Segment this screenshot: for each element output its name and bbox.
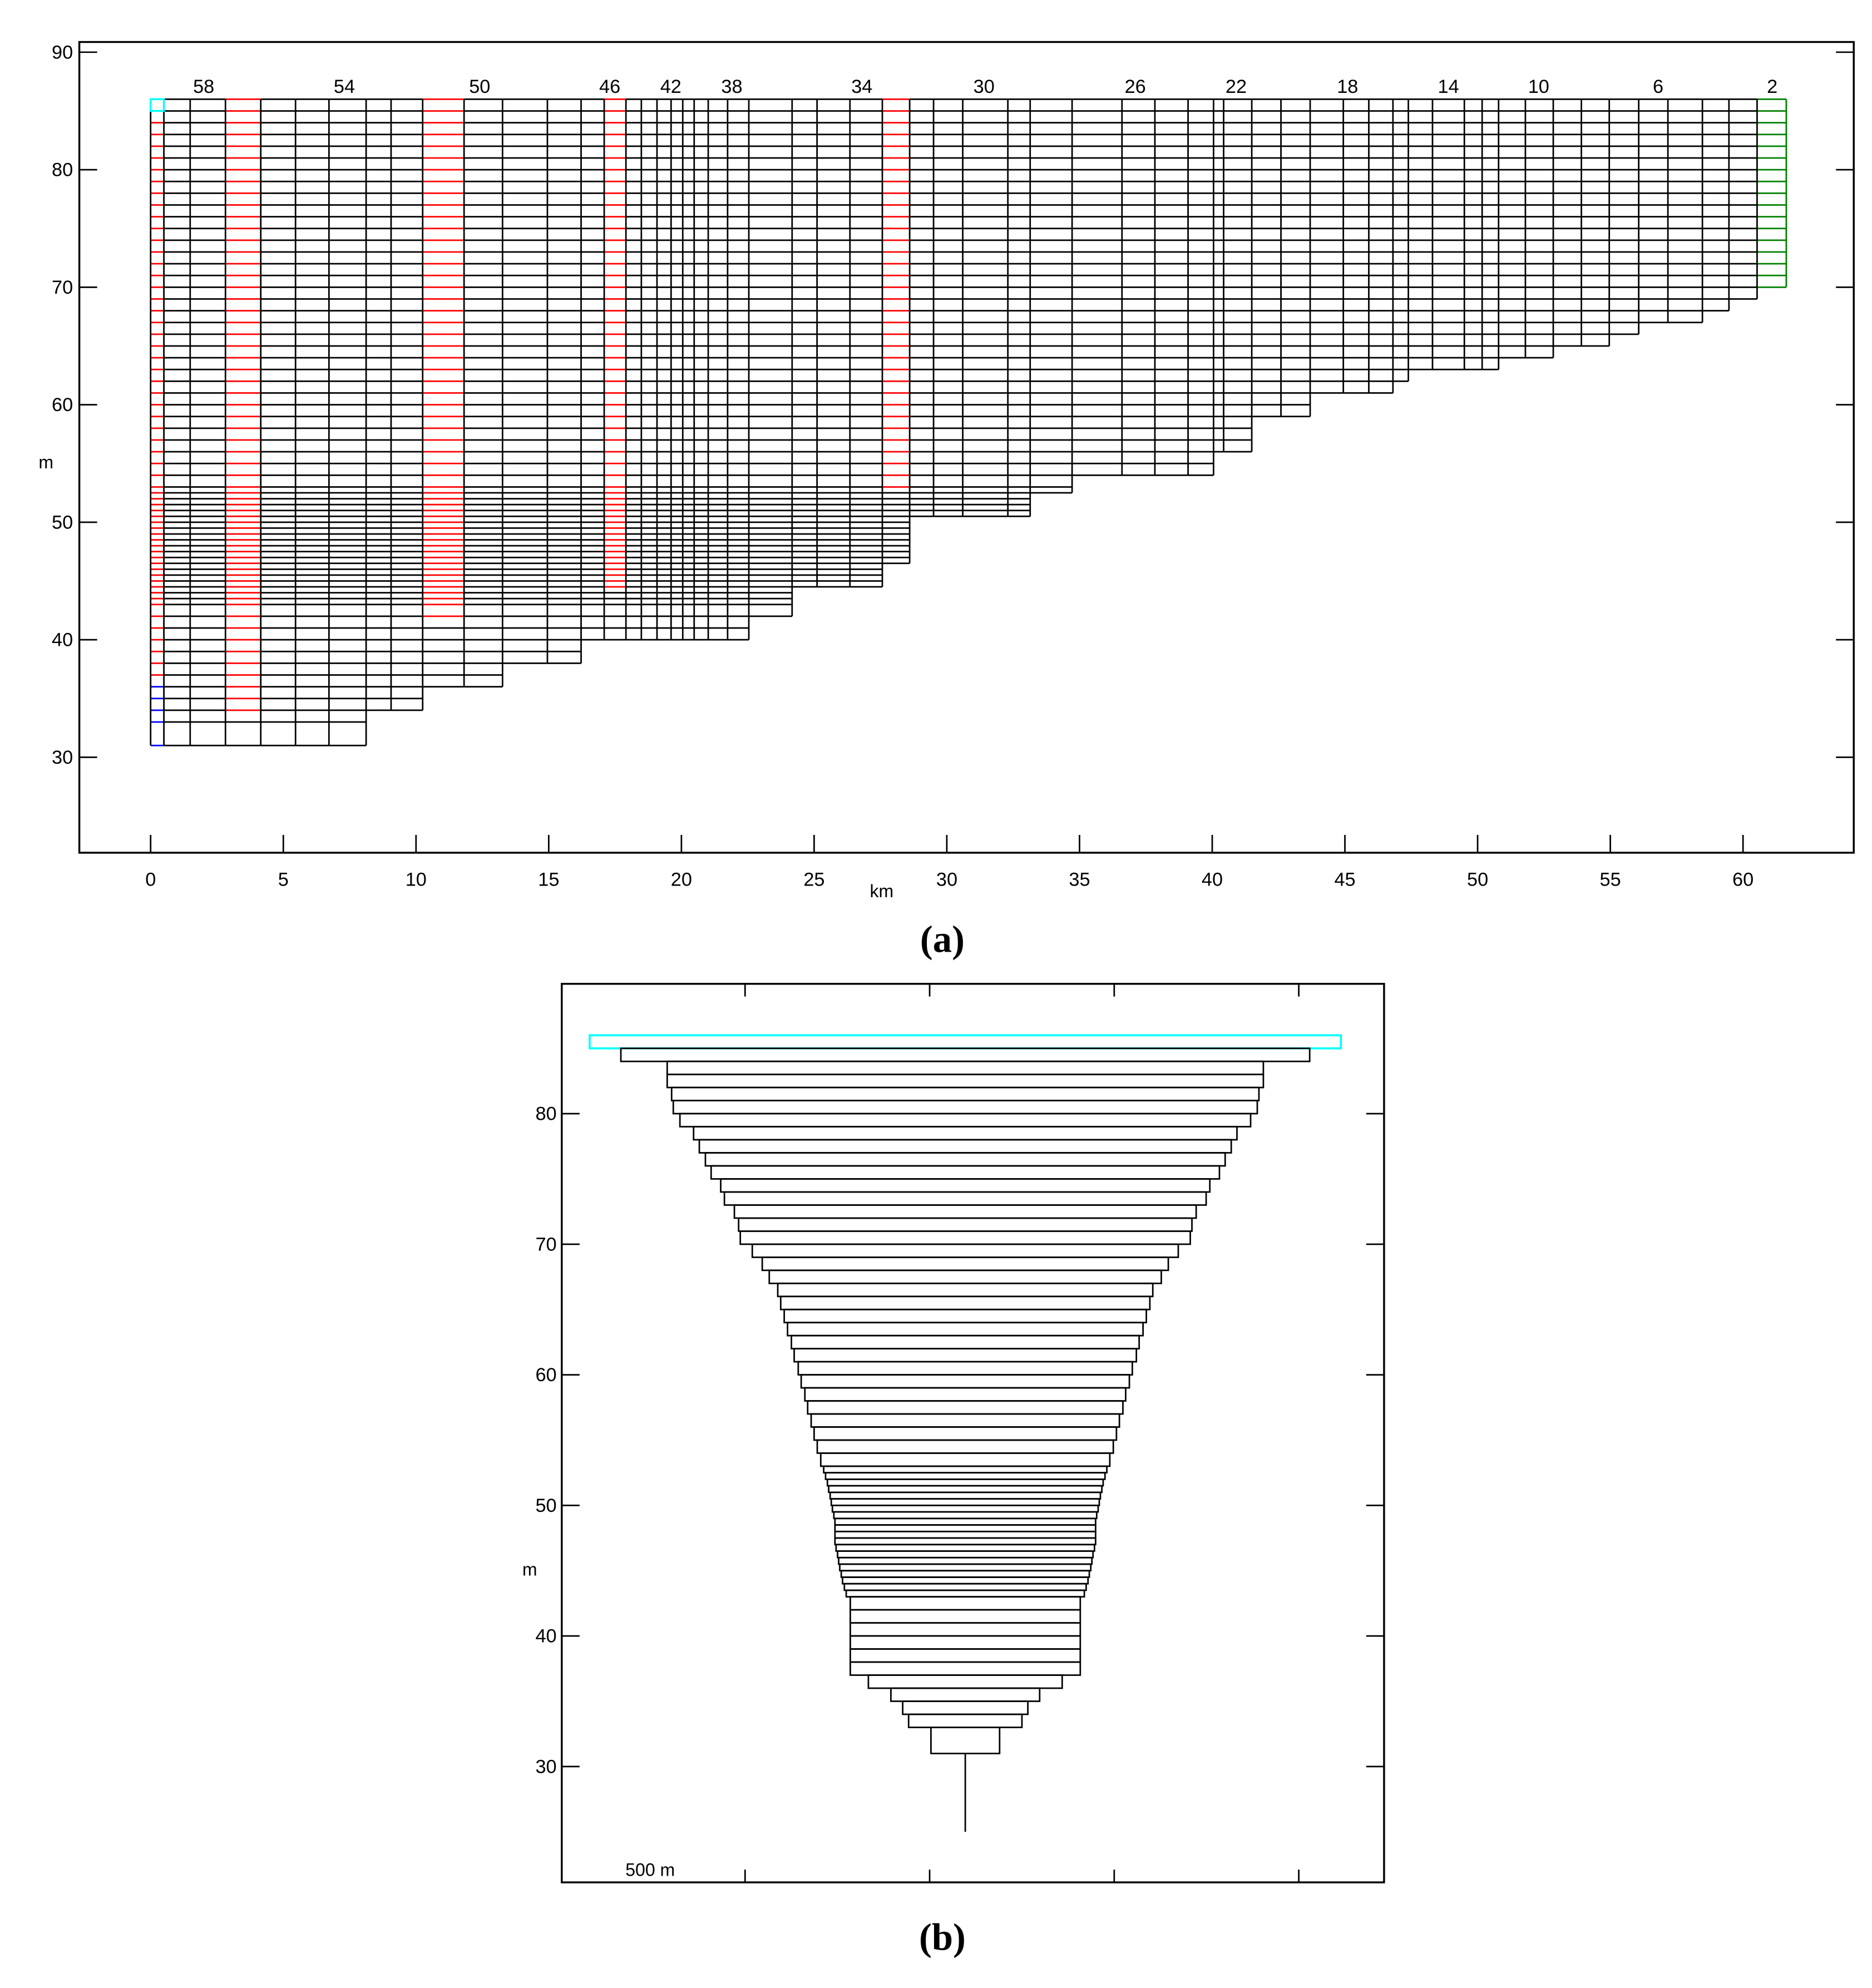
panel-a-grid-chart: 58 54 50 46 42 38 34 30 26 22 18 14 10 6 2 30405060708… xyxy=(38,41,1855,901)
segment-label: 54 xyxy=(334,76,355,97)
y-tick-label: 80 xyxy=(52,160,73,181)
y-tick-label: 50 xyxy=(535,1495,556,1516)
caption-b: (b) xyxy=(919,1916,966,1958)
x-tick-label: 55 xyxy=(1600,869,1621,891)
x-tick-label: 20 xyxy=(671,869,692,891)
x-tick-label: 25 xyxy=(803,869,824,891)
x-tick-label: 5 xyxy=(278,869,289,891)
segment-label: 10 xyxy=(1528,76,1549,97)
segment-label: 26 xyxy=(1125,76,1146,97)
x-tick-label: 15 xyxy=(538,869,559,891)
y-tick-label: 60 xyxy=(535,1364,556,1386)
segment-label: 14 xyxy=(1438,76,1459,97)
panel-b-scale-label: 500 m xyxy=(625,1860,675,1880)
y-tick-label: 40 xyxy=(52,630,73,651)
y-tick-label: 70 xyxy=(52,277,73,298)
y-tick-label: 60 xyxy=(52,394,73,416)
panel-b-axes-ticks: 30 40 50 60 70 80 xyxy=(535,983,1384,1883)
panel-b-cross-section-chart: 30 40 50 60 70 80 m 500 m xyxy=(522,982,1385,1883)
segment-label: 6 xyxy=(1653,76,1663,97)
segment-label: 58 xyxy=(193,76,214,97)
panel-b-y-axis-label: m xyxy=(522,1560,537,1580)
segment-label: 30 xyxy=(974,76,995,97)
segment-label: 42 xyxy=(660,76,681,97)
segment-label: 46 xyxy=(599,76,620,97)
y-tick-label: 70 xyxy=(535,1234,556,1255)
top-cell-marker xyxy=(150,98,165,112)
x-tick-label: 35 xyxy=(1069,869,1090,891)
caption-a: (a) xyxy=(920,918,965,960)
panel-b-plot-frame xyxy=(561,982,1385,1883)
x-tick-label: 40 xyxy=(1202,869,1223,891)
x-tick-label: 30 xyxy=(936,869,957,891)
segment-label: 18 xyxy=(1337,76,1358,97)
segment-label: 34 xyxy=(851,76,872,97)
segment-label: 50 xyxy=(469,76,490,97)
x-tick-label: 60 xyxy=(1732,869,1754,891)
panel-b-layer-widths xyxy=(589,1034,1342,1832)
x-tick-label: 45 xyxy=(1334,869,1355,891)
panel-a-axes-ticks: 30 40 50 60 70 80 90 0 5 10 15 20 25 30 35 40 45 50 55 60 xyxy=(52,42,1854,891)
panel-a-plot-frame xyxy=(78,41,1855,854)
y-tick-label: 90 xyxy=(52,42,73,63)
x-tick-label: 10 xyxy=(406,869,427,891)
segment-label: 22 xyxy=(1226,76,1247,97)
panel-a-x-axis-label: km xyxy=(870,881,894,901)
panel-a-y-axis-label: m xyxy=(38,452,53,472)
y-tick-label: 50 xyxy=(52,512,73,533)
segment-label: 38 xyxy=(721,76,742,97)
y-tick-label: 30 xyxy=(52,747,73,768)
y-tick-label: 80 xyxy=(535,1104,556,1125)
y-tick-label: 30 xyxy=(535,1756,556,1777)
x-tick-label: 50 xyxy=(1467,869,1488,891)
y-tick-label: 40 xyxy=(535,1626,556,1647)
segment-label: 2 xyxy=(1767,76,1777,97)
panel-a-segment-grid: 58 54 50 46 42 38 34 30 26 22 18 14 10 6 2 xyxy=(150,76,1787,746)
x-tick-label: 0 xyxy=(145,869,156,891)
